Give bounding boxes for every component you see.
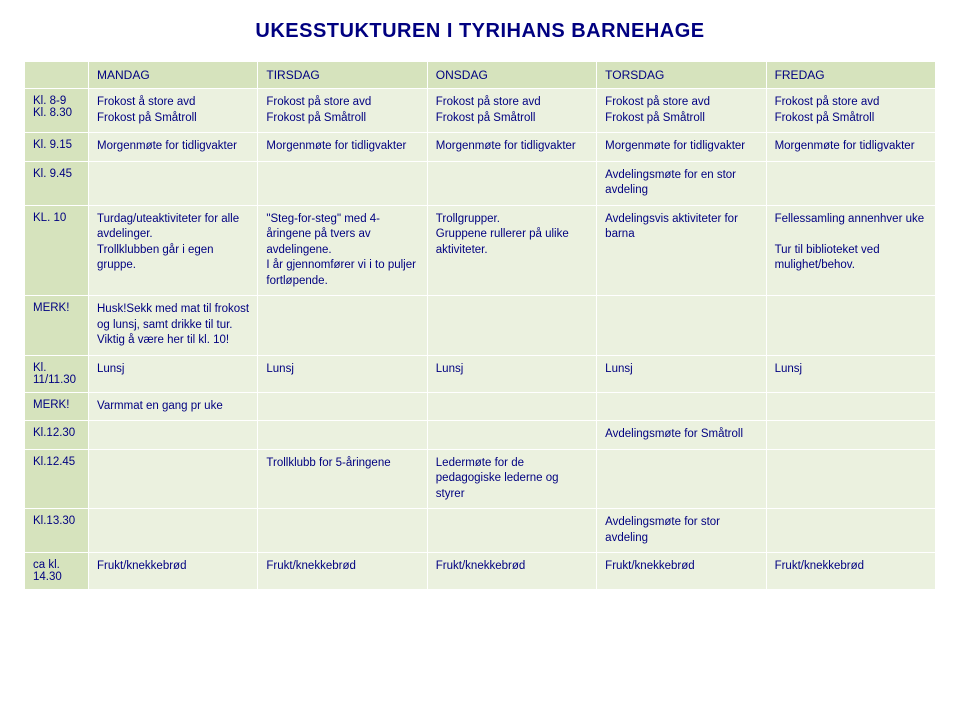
table-row: Kl.12.30 Avdelingsmøte for Småtroll — [25, 421, 936, 450]
cell: Frokost på store avdFrokost på Småtroll — [427, 89, 596, 133]
cell — [258, 509, 427, 553]
cell: Lunsj — [597, 355, 766, 392]
time-cell: Kl. 9.15 — [25, 133, 89, 162]
cell: Husk!Sekk med mat til frokost og lunsj, … — [89, 296, 258, 356]
col-header: TORSDAG — [597, 62, 766, 89]
cell: Frokost på store avdFrokost på Småtroll — [597, 89, 766, 133]
col-header: ONSDAG — [427, 62, 596, 89]
table-row: ca kl. 14.30 Frukt/knekkebrød Frukt/knek… — [25, 553, 936, 590]
cell: Avdelingsmøte for Småtroll — [597, 421, 766, 450]
table-row: Kl.12.45 Trollklubb for 5-åringene Leder… — [25, 449, 936, 509]
cell: Trollgrupper.Gruppene rullerer på ulike … — [427, 205, 596, 296]
cell — [89, 449, 258, 509]
cell: Avdelingsmøte for en stor avdeling — [597, 161, 766, 205]
cell: Turdag/uteaktiviteter for alle avdelinge… — [89, 205, 258, 296]
cell: Varmmat en gang pr uke — [89, 392, 258, 421]
cell — [258, 421, 427, 450]
cell: Lunsj — [258, 355, 427, 392]
cell — [597, 296, 766, 356]
cell — [427, 421, 596, 450]
table-row: MERK! Husk!Sekk med mat til frokost og l… — [25, 296, 936, 356]
cell: Morgenmøte for tidligvakter — [427, 133, 596, 162]
cell — [766, 509, 935, 553]
cell — [766, 421, 935, 450]
schedule-table: MANDAG TIRSDAG ONSDAG TORSDAG FREDAG Kl.… — [24, 61, 936, 590]
time-cell: Kl.13.30 — [25, 509, 89, 553]
cell — [597, 449, 766, 509]
cell: Frokost på store avdFrokost på Småtroll — [258, 89, 427, 133]
table-body: Kl. 8-9Kl. 8.30 Frokost å store avdFroko… — [25, 89, 936, 590]
cell — [766, 392, 935, 421]
time-cell: Kl. 11/11.30 — [25, 355, 89, 392]
cell: Trollklubb for 5-åringene — [258, 449, 427, 509]
cell — [258, 296, 427, 356]
time-cell: ca kl. 14.30 — [25, 553, 89, 590]
cell: Frukt/knekkebrød — [89, 553, 258, 590]
table-row: Kl.13.30 Avdelingsmøte for stor avdeling — [25, 509, 936, 553]
table-row: Kl. 11/11.30 Lunsj Lunsj Lunsj Lunsj Lun… — [25, 355, 936, 392]
cell: Frokost å store avdFrokost på Småtroll — [89, 89, 258, 133]
cell — [766, 161, 935, 205]
cell: Avdelingsvis aktiviteter for barna — [597, 205, 766, 296]
cell: Lunsj — [766, 355, 935, 392]
time-cell: MERK! — [25, 392, 89, 421]
cell — [427, 392, 596, 421]
cell: Frukt/knekkebrød — [766, 553, 935, 590]
cell: Morgenmøte for tidligvakter — [597, 133, 766, 162]
time-cell: KL. 10 — [25, 205, 89, 296]
cell — [258, 392, 427, 421]
cell — [89, 161, 258, 205]
col-header: MANDAG — [89, 62, 258, 89]
cell: Fellessamling annenhver ukeTur til bibli… — [766, 205, 935, 296]
time-cell: Kl.12.45 — [25, 449, 89, 509]
cell — [89, 421, 258, 450]
time-cell: Kl. 8-9Kl. 8.30 — [25, 89, 89, 133]
cell: Frukt/knekkebrød — [427, 553, 596, 590]
cell: Frokost på store avdFrokost på Småtroll — [766, 89, 935, 133]
cell: "Steg-for-steg" med 4-åringene på tvers … — [258, 205, 427, 296]
cell: Morgenmøte for tidligvakter — [89, 133, 258, 162]
header-row: MANDAG TIRSDAG ONSDAG TORSDAG FREDAG — [25, 62, 936, 89]
cell — [766, 296, 935, 356]
table-row: Kl. 9.45 Avdelingsmøte for en stor avdel… — [25, 161, 936, 205]
cell: Frukt/knekkebrød — [258, 553, 427, 590]
table-row: Kl. 8-9Kl. 8.30 Frokost å store avdFroko… — [25, 89, 936, 133]
cell: Lunsj — [427, 355, 596, 392]
page-title: UKESSTUKTUREN I TYRIHANS BARNEHAGE — [24, 20, 936, 43]
col-header: TIRSDAG — [258, 62, 427, 89]
cell — [427, 296, 596, 356]
cell — [766, 449, 935, 509]
time-cell: MERK! — [25, 296, 89, 356]
col-header: FREDAG — [766, 62, 935, 89]
table-row: KL. 10 Turdag/uteaktiviteter for alle av… — [25, 205, 936, 296]
cell — [427, 161, 596, 205]
header-blank — [25, 62, 89, 89]
cell — [89, 509, 258, 553]
cell: Morgenmøte for tidligvakter — [258, 133, 427, 162]
cell: Morgenmøte for tidligvakter — [766, 133, 935, 162]
cell — [597, 392, 766, 421]
table-row: Kl. 9.15 Morgenmøte for tidligvakter Mor… — [25, 133, 936, 162]
cell: Lunsj — [89, 355, 258, 392]
table-row: MERK! Varmmat en gang pr uke — [25, 392, 936, 421]
time-cell: Kl.12.30 — [25, 421, 89, 450]
time-cell: Kl. 9.45 — [25, 161, 89, 205]
cell: Ledermøte for de pedagogiske lederne og … — [427, 449, 596, 509]
cell — [427, 509, 596, 553]
cell: Frukt/knekkebrød — [597, 553, 766, 590]
cell: Avdelingsmøte for stor avdeling — [597, 509, 766, 553]
cell — [258, 161, 427, 205]
